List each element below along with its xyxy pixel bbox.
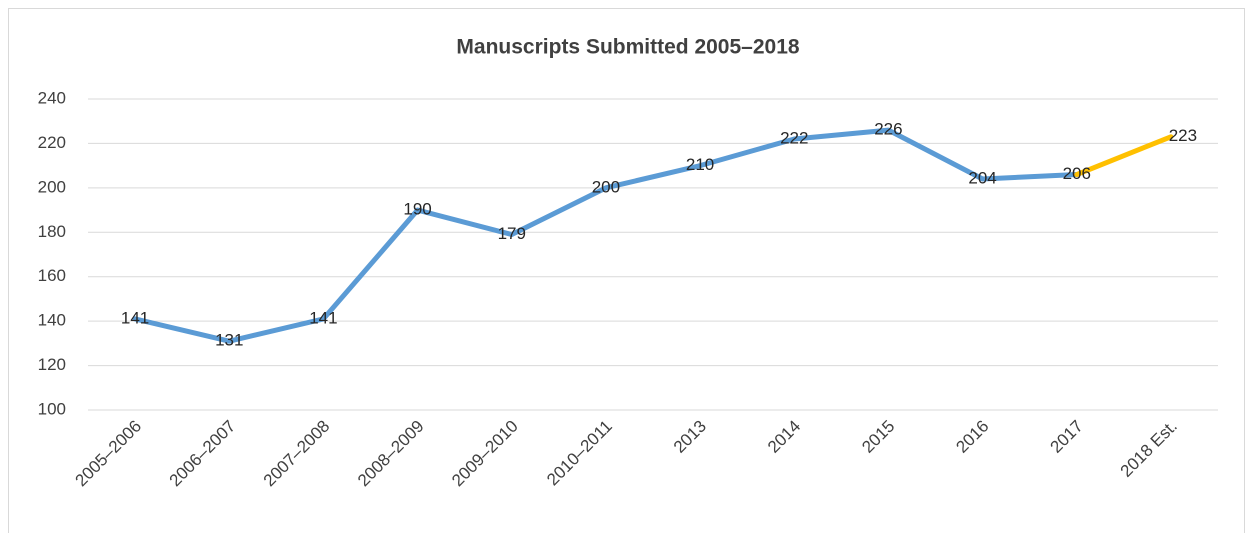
data-label: 206	[1063, 164, 1091, 183]
x-tick-label: 2018 Est.	[1117, 417, 1181, 481]
y-tick-label: 100	[38, 399, 66, 418]
x-tick-label: 2016	[952, 417, 992, 457]
chart-border	[8, 8, 1245, 538]
chart-title: Manuscripts Submitted 2005–2018	[456, 36, 799, 59]
x-tick-label: 2008–2009	[354, 417, 428, 491]
x-tick-label: 2009–2010	[448, 417, 522, 491]
y-tick-label: 180	[38, 222, 66, 241]
x-tick-label: 2017	[1047, 417, 1087, 457]
x-tick-label: 2015	[858, 417, 898, 457]
y-tick-label: 200	[38, 177, 66, 196]
data-label: 200	[592, 177, 620, 196]
x-tick-label: 2010–2011	[543, 417, 616, 490]
y-tick-label: 240	[38, 88, 66, 107]
data-label: 141	[309, 308, 337, 327]
data-label: 190	[403, 200, 431, 219]
y-tick-label: 160	[38, 266, 66, 285]
y-tick-label: 220	[38, 133, 66, 152]
x-tick-label: 2013	[670, 417, 710, 457]
data-label: 222	[780, 128, 808, 147]
y-tick-label: 140	[38, 311, 66, 330]
data-label: 210	[686, 155, 714, 174]
data-label: 141	[121, 308, 149, 327]
x-tick-label: 2005–2006	[71, 417, 145, 491]
x-tick-label: 2014	[764, 417, 804, 457]
data-label: 179	[498, 224, 526, 243]
y-tick-label: 120	[38, 355, 66, 374]
x-tick-label: 2007–2008	[260, 417, 334, 491]
data-label: 223	[1169, 126, 1197, 145]
x-tick-label: 2006–2007	[166, 417, 240, 491]
data-label: 131	[215, 331, 243, 350]
estimate-segment	[1074, 134, 1174, 178]
data-label: 204	[968, 168, 996, 187]
data-line	[132, 127, 1080, 344]
data-label: 226	[874, 120, 902, 139]
